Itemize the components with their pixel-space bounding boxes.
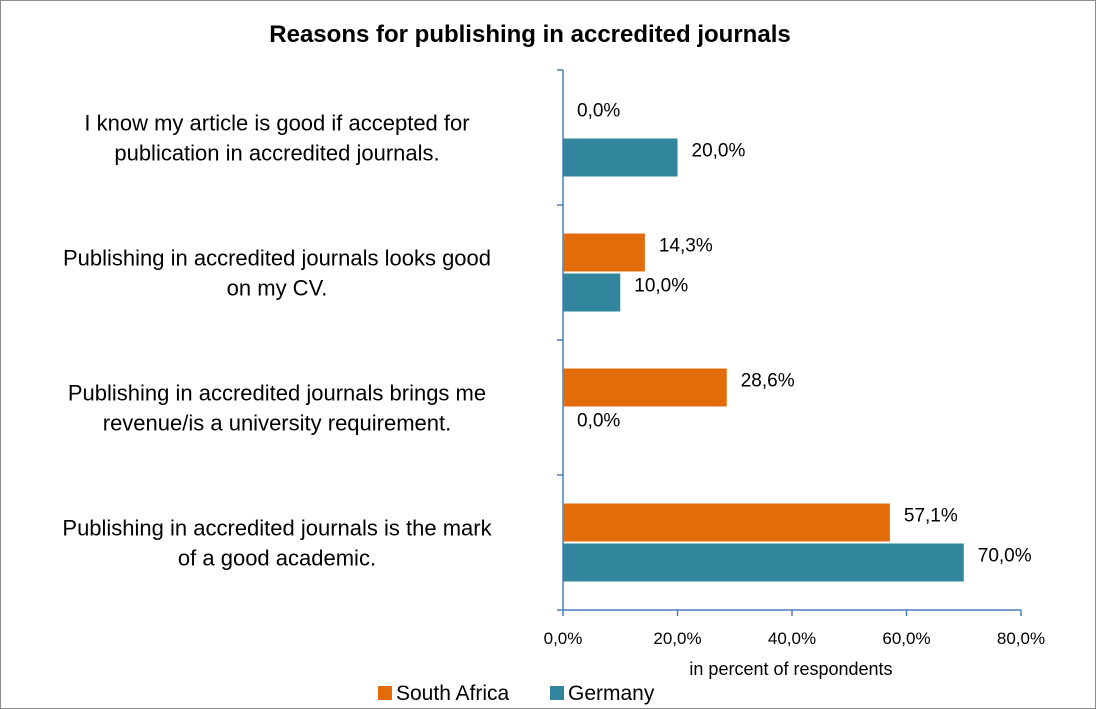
data-label: 0,0% [577, 101, 620, 122]
category-label: Publishing in accredited journals brings… [68, 381, 486, 406]
category-label: on my CV. [227, 276, 328, 301]
legend-label: Germany [568, 682, 655, 705]
category-label: publication in accredited journals. [114, 141, 439, 166]
category-label: I know my article is good if accepted fo… [84, 111, 469, 136]
legend-swatch-1 [550, 686, 564, 700]
data-label: 28,6% [741, 371, 795, 392]
category-label: Publishing in accredited journals is the… [62, 516, 492, 541]
x-axis-title: in percent of respondents [689, 659, 892, 679]
data-label: 70,0% [978, 546, 1032, 567]
x-tick-label: 80,0% [997, 629, 1045, 648]
bar-1 [563, 273, 621, 312]
bar-0 [563, 503, 890, 542]
bar-0 [563, 233, 645, 272]
data-label: 14,3% [659, 236, 713, 257]
data-label: 57,1% [904, 506, 958, 527]
bar-0 [563, 368, 727, 407]
data-label: 0,0% [577, 411, 620, 432]
chart-title: Reasons for publishing in accredited jou… [269, 21, 790, 48]
bar-1 [563, 138, 678, 177]
data-label: 10,0% [634, 276, 688, 297]
x-tick-label: 60,0% [882, 629, 930, 648]
plot-area: 0,0% 20,0% 40,0% 60,0% 80,0% I know my articl… [62, 69, 1045, 648]
x-tick-label: 20,0% [653, 629, 701, 648]
category-label: of a good academic. [178, 546, 376, 571]
bar-1 [563, 543, 964, 582]
legend: South Africa Germany [378, 682, 655, 705]
x-tick-label: 0,0% [544, 629, 583, 648]
legend-label: South Africa [396, 682, 510, 705]
data-label: 20,0% [692, 141, 746, 162]
category-label: Publishing in accredited journals looks … [63, 246, 491, 271]
category-label: revenue/is a university requirement. [103, 411, 452, 436]
legend-swatch-0 [378, 686, 392, 700]
x-tick-label: 40,0% [768, 629, 816, 648]
